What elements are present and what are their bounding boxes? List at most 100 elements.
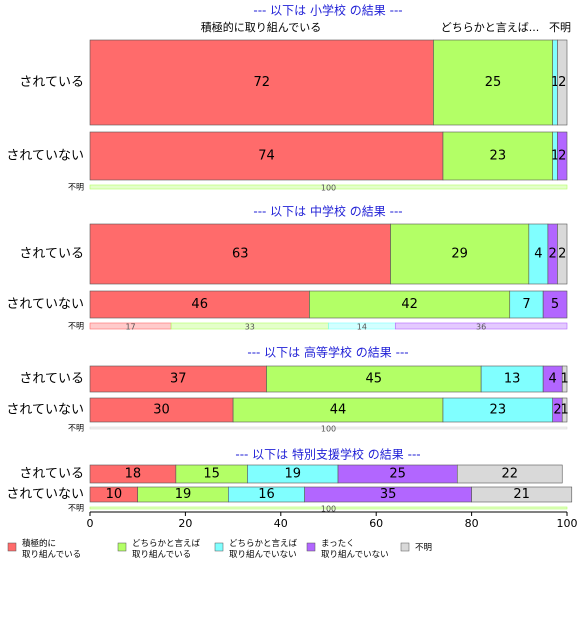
bar-segment bbox=[542, 290, 568, 319]
value-label: 14 bbox=[357, 323, 367, 332]
legend-line: まったく bbox=[321, 539, 355, 549]
value-label: 15 bbox=[203, 467, 220, 482]
panel-title: --- 以下は 高等学校 の結果 --- bbox=[247, 345, 408, 360]
bar-segment bbox=[309, 290, 511, 319]
value-label: 30 bbox=[153, 403, 170, 418]
row-label: されていない bbox=[6, 403, 84, 418]
value-label: 1 bbox=[560, 403, 568, 418]
value-label: 63 bbox=[232, 247, 249, 262]
value-label: 2 bbox=[558, 149, 566, 164]
value-label: 29 bbox=[451, 247, 468, 262]
row-label: されている bbox=[19, 247, 84, 262]
legend-label: 不明 bbox=[415, 543, 432, 553]
legend-swatch bbox=[7, 542, 17, 552]
value-label: 1 bbox=[551, 75, 559, 90]
row-label: 不明 bbox=[68, 424, 84, 433]
legend-line: 不明 bbox=[415, 543, 432, 553]
value-label: 17 bbox=[125, 323, 135, 332]
bar-segment bbox=[89, 426, 568, 430]
x-tick-label: 20 bbox=[178, 517, 192, 530]
value-label: 1 bbox=[551, 149, 559, 164]
bar-segment bbox=[442, 397, 553, 423]
row-label: されていない bbox=[6, 487, 84, 502]
legend-line: どちらかと言えば bbox=[132, 538, 201, 549]
value-label: 44 bbox=[330, 403, 347, 418]
bar-segment bbox=[390, 223, 530, 285]
value-label: 4 bbox=[534, 247, 542, 262]
bar-segment bbox=[266, 365, 482, 393]
value-label: 13 bbox=[504, 372, 521, 387]
value-label: 100 bbox=[321, 184, 336, 193]
legend-swatch bbox=[306, 542, 316, 552]
value-label: 2 bbox=[553, 403, 561, 418]
value-label: 4 bbox=[549, 372, 557, 387]
value-label: 2 bbox=[558, 75, 566, 90]
bar-segment bbox=[394, 322, 568, 330]
bar-segment bbox=[557, 39, 568, 126]
legend-label: どちらかと言えば取り組んでいる bbox=[132, 538, 201, 560]
value-label: 7 bbox=[522, 297, 530, 312]
bar-segment bbox=[89, 39, 434, 126]
legend-swatch bbox=[117, 542, 127, 552]
legend-line: 取り組んでいない bbox=[321, 549, 389, 560]
value-label: 19 bbox=[175, 487, 192, 502]
header-label: どちらかと言えば... bbox=[441, 21, 540, 34]
value-label: 16 bbox=[258, 487, 275, 502]
bar-segment bbox=[89, 184, 568, 190]
legend-label: どちらかと言えば取り組んでいない bbox=[229, 538, 298, 560]
legend-swatch bbox=[214, 542, 224, 552]
value-label: 19 bbox=[284, 467, 301, 482]
legend-line: 取り組んでいる bbox=[132, 549, 191, 560]
bar-segment bbox=[89, 223, 391, 285]
value-label: 35 bbox=[380, 487, 397, 502]
value-label: 45 bbox=[366, 372, 383, 387]
panel-title: --- 以下は 中学校 の結果 --- bbox=[253, 204, 402, 219]
bar-segment bbox=[557, 223, 568, 285]
value-label: 33 bbox=[245, 323, 255, 332]
row-label: されていない bbox=[6, 149, 84, 164]
legend-swatch bbox=[400, 542, 410, 552]
value-label: 22 bbox=[501, 467, 518, 482]
bar-segment bbox=[433, 39, 553, 126]
value-label: 1 bbox=[560, 372, 568, 387]
bar-segment bbox=[561, 365, 568, 393]
legend-label: まったく取り組んでいない bbox=[321, 539, 389, 560]
bar-segment bbox=[89, 131, 444, 181]
value-label: 2 bbox=[558, 247, 566, 262]
bar-segment bbox=[89, 506, 568, 510]
value-label: 2 bbox=[549, 247, 557, 262]
value-label: 10 bbox=[106, 487, 123, 502]
value-label: 23 bbox=[490, 149, 507, 164]
value-label: 72 bbox=[253, 75, 270, 90]
bar-segment bbox=[89, 397, 234, 423]
row-label: されている bbox=[19, 467, 84, 482]
bar-segment bbox=[232, 397, 444, 423]
row-label: 不明 bbox=[68, 504, 84, 513]
value-label: 25 bbox=[389, 467, 406, 482]
bar-segment bbox=[89, 365, 267, 393]
x-tick-label: 80 bbox=[465, 517, 479, 530]
bar-segment bbox=[561, 397, 568, 423]
value-label: 21 bbox=[513, 487, 530, 502]
header-label: 不明 bbox=[549, 21, 571, 34]
value-label: 5 bbox=[551, 297, 559, 312]
header-label: 積極的に取り組んでいる bbox=[201, 20, 321, 34]
bar-segment bbox=[442, 131, 553, 181]
legend-label: 積極的に取り組んでいる bbox=[22, 538, 81, 560]
bar-segment bbox=[471, 486, 573, 503]
legend-line: 取り組んでいる bbox=[22, 549, 81, 560]
row-label: されていない bbox=[6, 297, 84, 312]
value-label: 36 bbox=[476, 323, 486, 332]
bar-segment bbox=[509, 290, 544, 319]
row-label: されている bbox=[19, 372, 84, 387]
value-label: 37 bbox=[170, 372, 187, 387]
legend-line: 取り組んでいない bbox=[229, 549, 297, 560]
value-label: 100 bbox=[321, 505, 336, 514]
bar-segment bbox=[480, 365, 544, 393]
row-label: されている bbox=[19, 75, 84, 90]
panel-title: --- 以下は 小学校 の結果 --- bbox=[253, 3, 402, 18]
row-label: 不明 bbox=[68, 183, 84, 192]
x-tick-label: 0 bbox=[87, 517, 94, 530]
value-label: 100 bbox=[321, 425, 336, 434]
